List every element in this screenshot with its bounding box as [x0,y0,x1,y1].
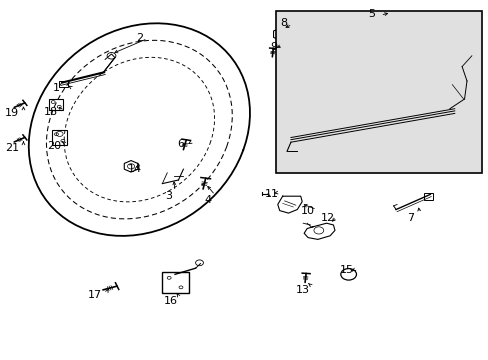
Text: 14: 14 [127,164,141,174]
Bar [423,193,432,200]
Text: 20: 20 [47,141,61,151]
Text: 13: 13 [296,285,309,295]
Text: 21: 21 [5,143,19,153]
Text: 7: 7 [407,213,413,223]
Text: 15: 15 [340,265,353,275]
Bar [276,11,481,173]
Text: 12: 12 [320,213,334,223]
Text: 10: 10 [301,206,314,216]
Text: 4: 4 [204,195,211,205]
Text: 18: 18 [44,107,58,117]
Bar [52,130,67,145]
Text: 11: 11 [264,189,278,199]
Bar [161,272,188,293]
Text: 19: 19 [5,108,19,118]
Text: 5: 5 [367,9,374,19]
Bar [49,99,63,110]
Text: 8: 8 [280,18,286,28]
Text: 9: 9 [270,42,277,52]
Bar [59,81,68,87]
Text: 3: 3 [165,191,172,201]
Text: 1: 1 [53,83,60,93]
Text: 2: 2 [136,33,142,43]
Text: 6: 6 [177,139,184,149]
Text: 16: 16 [164,296,178,306]
Text: 17: 17 [88,290,102,300]
